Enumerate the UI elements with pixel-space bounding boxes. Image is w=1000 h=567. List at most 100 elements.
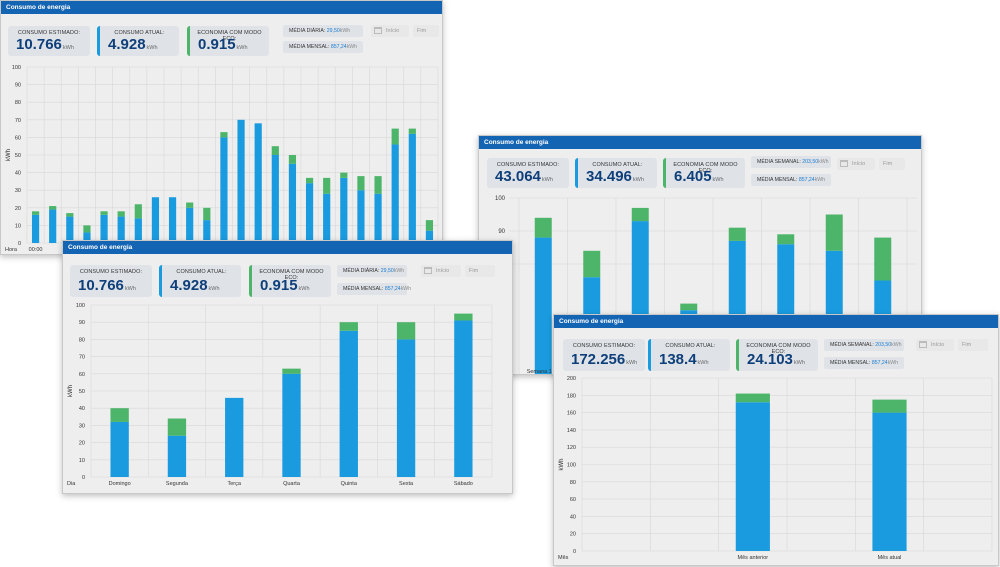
average-value: 857,24: [871, 360, 888, 366]
x-tick-label: Domingo: [109, 481, 131, 487]
average-unit: kWh: [814, 177, 826, 183]
y-tick-label: 80: [570, 480, 576, 486]
date-end-input[interactable]: Fim: [879, 158, 905, 170]
date-start-input[interactable]: Início: [837, 158, 875, 170]
y-axis-label: kWh: [6, 149, 12, 161]
stats-bar: CONSUMO ESTIMADO: 172.256kWh CONSUMO ATUAL…: [554, 328, 998, 372]
bar-current: [66, 216, 74, 243]
average-value: 857,24: [330, 44, 347, 50]
card-number: 0.915: [198, 36, 236, 53]
average-label: MÉDIA MENSAL:: [343, 286, 384, 292]
date-end-input[interactable]: Fim: [958, 339, 988, 351]
calendar-icon: [919, 341, 927, 349]
average-value: 857,24: [798, 177, 815, 183]
card-value: 0.915kWh: [198, 36, 248, 53]
bar-current: [872, 412, 907, 551]
card-value: 10.766kWh: [16, 36, 74, 53]
bar-eco: [31, 211, 40, 215]
y-tick-label: 180: [567, 393, 576, 399]
bar-current: [100, 214, 108, 243]
y-tick-label: 90: [498, 229, 505, 235]
average-primary: MÉDIA DIÁRIA: 29,50kWh: [283, 25, 363, 37]
card-current: CONSUMO ATUAL: 4.928kWh: [97, 26, 179, 56]
bar-eco: [825, 214, 843, 251]
x-tick-label: Mês anterior: [738, 555, 769, 561]
date-start-input[interactable]: Início: [371, 25, 409, 37]
average-label: MÉDIA SEMANAL:: [757, 159, 801, 165]
x-axis-label: Dia: [67, 481, 76, 487]
date-start-input[interactable]: Início: [916, 339, 954, 351]
average-unit: kWh: [891, 342, 902, 348]
y-axis-label: kWh: [559, 459, 565, 471]
card-eco: ECONOMIA COM MODO ECO: 0.915kWh: [249, 265, 331, 297]
average-value: 857,24: [384, 286, 401, 292]
y-tick-label: 20: [15, 206, 21, 212]
panel-title: Consumo de energia: [554, 315, 998, 328]
x-tick-label: Quarta: [283, 481, 301, 487]
average-label: MÉDIA SEMANAL:: [830, 342, 874, 348]
bar-current: [374, 193, 382, 243]
y-tick-label: 40: [15, 171, 21, 177]
bar-eco: [282, 368, 301, 374]
energy-panel-hourly: Consumo de energia CONSUMO ESTIMADO: 10.76…: [0, 0, 443, 255]
calendar-icon: [840, 160, 848, 168]
bar-current: [31, 214, 40, 243]
bar-current: [425, 230, 434, 243]
panel-title: Consumo de energia: [479, 136, 921, 149]
stats-bar: CONSUMO ESTIMADO: 43.064kWh CONSUMO ATUAL:…: [479, 149, 921, 193]
card-number: 43.064: [495, 168, 541, 185]
card-label: ECONOMIA COM MODO ECO:: [197, 30, 262, 42]
card-label: CONSUMO ATUAL:: [176, 269, 227, 275]
date-start-text: Início: [931, 342, 945, 348]
bar-eco: [777, 234, 795, 245]
card-number: 10.766: [16, 36, 62, 53]
card-estimated: CONSUMO ESTIMADO: 43.064kWh: [487, 158, 569, 188]
date-start-input[interactable]: Início: [421, 265, 461, 277]
card-value: 6.405kWh: [674, 168, 724, 185]
date-start-text: Início: [436, 268, 450, 274]
bar-eco: [288, 155, 297, 164]
bar-eco: [874, 237, 892, 281]
average-monthly: MÉDIA MENSAL: 857,24kWh: [824, 357, 904, 369]
card-estimated: CONSUMO ESTIMADO: 172.256kWh: [563, 339, 645, 371]
card-number: 172.256: [571, 351, 626, 368]
card-value: 172.256kWh: [571, 351, 637, 368]
y-tick-label: 40: [570, 514, 576, 520]
bar-current: [396, 339, 416, 477]
bar-current: [134, 218, 142, 243]
card-label: CONSUMO ATUAL:: [114, 30, 165, 36]
bar-eco: [340, 172, 348, 178]
card-unit: kWh: [62, 45, 74, 51]
card-current: CONSUMO ATUAL: 4.928kWh: [159, 265, 241, 297]
bar-eco: [454, 313, 473, 321]
card-number: 24.103: [747, 351, 793, 368]
bar-current: [408, 133, 416, 243]
y-tick-label: 60: [15, 135, 21, 141]
card-value: 43.064kWh: [495, 168, 553, 185]
bar-eco: [203, 207, 211, 221]
date-end-input[interactable]: Fim: [465, 265, 495, 277]
bar-current: [225, 397, 244, 477]
card-value: 0.915kWh: [260, 277, 310, 294]
y-tick-label: 100: [567, 463, 576, 469]
card-number: 4.928: [108, 36, 146, 53]
bar-current: [254, 123, 262, 243]
y-tick-label: 50: [79, 389, 85, 395]
date-end-text: Fim: [883, 161, 893, 167]
card-unit: kWh: [793, 360, 805, 366]
energy-panel-monthly: Consumo de energia CONSUMO ESTIMADO: 172.2…: [553, 314, 999, 566]
bar-eco: [117, 211, 125, 217]
card-unit: kWh: [697, 360, 709, 366]
bar-eco: [872, 399, 907, 413]
card-unit: kWh: [208, 286, 220, 292]
energy-panel-daily: Consumo de energia CONSUMO ESTIMADO: 10.76…: [62, 240, 513, 494]
stats-bar: CONSUMO ESTIMADO: 10.766kWh CONSUMO ATUAL:…: [1, 14, 442, 58]
stats-bar: CONSUMO ESTIMADO: 10.766kWh CONSUMO ATUAL:…: [63, 254, 512, 298]
x-tick-label: Semana 1: [527, 369, 552, 375]
card-value: 4.928kWh: [108, 36, 158, 53]
card-eco: ECONOMIA COM MODO ECO: 24.103kWh: [736, 339, 818, 371]
date-end-text: Fim: [469, 268, 479, 274]
date-end-input[interactable]: Fim: [413, 25, 439, 37]
card-number: 0.915: [260, 277, 298, 294]
card-label: CONSUMO ESTIMADO:: [572, 343, 636, 349]
